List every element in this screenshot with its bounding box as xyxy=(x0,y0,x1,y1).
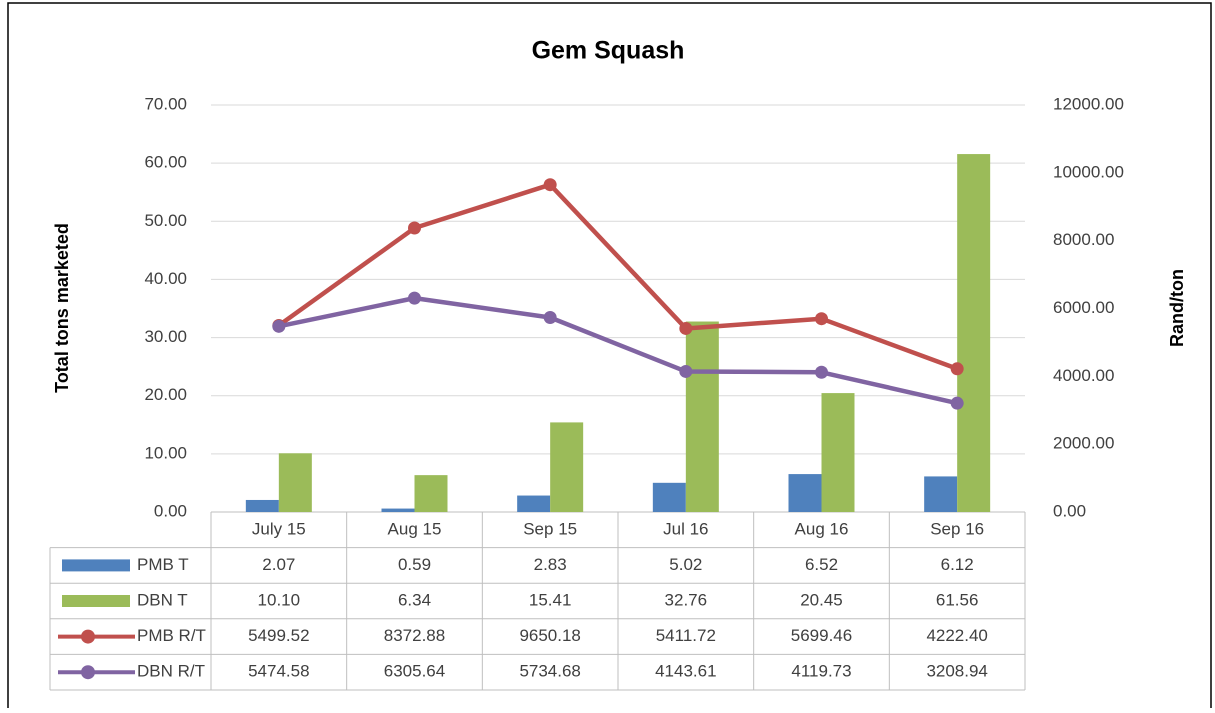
marker xyxy=(815,365,828,379)
legend-key xyxy=(81,629,95,644)
y2-tick-label: 2000.00 xyxy=(1053,434,1114,453)
line xyxy=(277,182,958,371)
bar xyxy=(550,422,584,512)
table-cell: 15.41 xyxy=(529,590,572,609)
y-tick-label: 50.00 xyxy=(144,211,187,230)
y-tick-label: 40.00 xyxy=(144,269,187,288)
y2-tick-label: 0.00 xyxy=(1053,501,1086,520)
y-tick-label: 0.00 xyxy=(154,501,187,520)
table-cell: 5474.58 xyxy=(248,662,309,681)
y2-tick-label: 4000.00 xyxy=(1053,366,1114,385)
table-cell: 4119.73 xyxy=(791,662,851,681)
legend-label: PMB T xyxy=(137,555,189,574)
legend-label: DBN T xyxy=(137,590,188,609)
table-cell: 4222.40 xyxy=(926,626,987,645)
x-tick-label: July 15 xyxy=(252,519,306,538)
marker xyxy=(272,319,286,333)
table-cell: 4143.61 xyxy=(655,662,716,681)
bar xyxy=(924,476,958,512)
y2-tick-label: 8000.00 xyxy=(1053,230,1114,249)
table-cell: 5.02 xyxy=(669,555,702,574)
x-tick-label: Aug 16 xyxy=(795,519,849,538)
y2-tick-label: 6000.00 xyxy=(1053,298,1114,317)
chart-title: Gem Squash xyxy=(532,37,685,65)
y-axis-label: Total tons marketed xyxy=(52,223,72,393)
table-cell: 10.10 xyxy=(258,590,301,609)
y-tick-label: 20.00 xyxy=(144,385,187,404)
marker xyxy=(543,178,557,192)
bar xyxy=(381,508,415,512)
table-cell: 0.59 xyxy=(398,555,431,574)
legend-key xyxy=(62,559,130,572)
y2-tick-label: 10000.00 xyxy=(1053,162,1124,181)
bar xyxy=(957,154,991,512)
y-tick-label: 60.00 xyxy=(144,153,187,172)
bar xyxy=(652,482,686,512)
bar xyxy=(788,474,822,512)
marker xyxy=(679,321,693,335)
y2-axis-label: Rand/ton xyxy=(1167,269,1187,347)
bar xyxy=(414,475,448,512)
chart-border xyxy=(7,2,1212,713)
table-cell: 5499.52 xyxy=(248,626,309,645)
x-tick-label: Aug 15 xyxy=(388,519,442,538)
table-cell: 3208.94 xyxy=(926,662,987,681)
y-tick-label: 30.00 xyxy=(144,327,187,346)
marker xyxy=(950,396,964,410)
table-cell: 2.83 xyxy=(534,555,567,574)
marker xyxy=(950,362,964,376)
marker xyxy=(543,310,557,324)
table-cell: 61.56 xyxy=(936,590,979,609)
table-cell: 6.52 xyxy=(805,555,838,574)
x-tick-label: Sep 16 xyxy=(930,519,984,538)
x-tick-label: Jul 16 xyxy=(663,519,708,538)
table-cell: 5699.46 xyxy=(791,626,852,645)
y-tick-label: 70.00 xyxy=(144,94,187,113)
marker xyxy=(679,364,693,378)
table-cell: 32.76 xyxy=(665,590,708,609)
table-cell: 20.45 xyxy=(800,590,843,609)
table-cell: 6305.64 xyxy=(384,662,445,681)
table-cell: 5411.72 xyxy=(656,626,716,645)
bar xyxy=(245,499,279,512)
table-cell: 8372.88 xyxy=(384,626,445,645)
line xyxy=(278,295,958,406)
y2-tick-label: 12000.00 xyxy=(1053,94,1124,113)
table-cell: 9650.18 xyxy=(519,626,580,645)
legend-key xyxy=(62,595,130,607)
marker xyxy=(815,312,828,326)
bar xyxy=(821,393,855,512)
legend-label: DBN R/T xyxy=(137,662,205,681)
y-tick-label: 10.00 xyxy=(144,443,187,462)
legend-label: PMB R/T xyxy=(137,626,206,645)
marker xyxy=(408,221,421,235)
x-tick-label: Sep 15 xyxy=(523,519,577,538)
bar xyxy=(517,495,551,512)
bar xyxy=(278,453,312,512)
marker xyxy=(408,291,421,305)
bar xyxy=(685,321,719,512)
legend-key xyxy=(81,665,95,680)
table-cell: 6.12 xyxy=(941,555,974,574)
table-cell: 6.34 xyxy=(398,590,431,609)
table-cell: 2.07 xyxy=(262,555,295,574)
table-cell: 5734.68 xyxy=(519,662,580,681)
